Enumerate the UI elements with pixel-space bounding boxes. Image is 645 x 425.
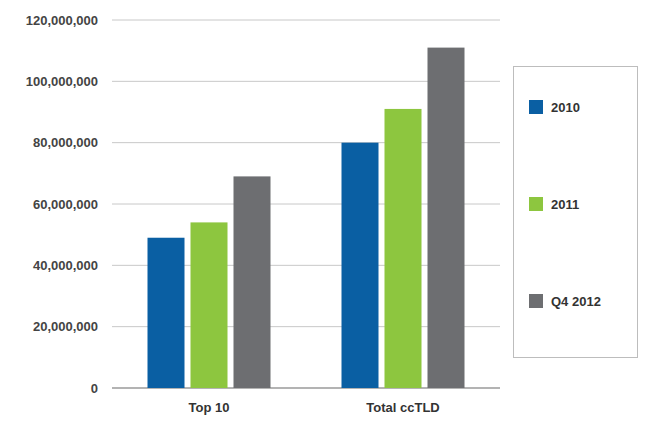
bars (148, 48, 465, 388)
legend-label: 2011 (551, 197, 579, 212)
category-label: Top 10 (189, 400, 230, 415)
legend-label: 2010 (551, 100, 580, 115)
bar (191, 222, 228, 388)
category-label: Total ccTLD (366, 400, 439, 415)
legend-swatch (529, 197, 543, 211)
tick-label: 120,000,000 (26, 13, 98, 28)
tick-label: 100,000,000 (26, 74, 98, 89)
tick-label: 80,000,000 (33, 135, 98, 150)
legend-box (514, 67, 638, 358)
tick-label: 0 (91, 381, 98, 396)
legend-label: Q4 2012 (551, 294, 601, 309)
bar (428, 48, 465, 388)
chart: 0 20,000,000 40,000,000 60,000,000 80,000,00… (0, 0, 645, 425)
bar (148, 238, 185, 388)
grid-line (112, 20, 500, 21)
bar (342, 143, 379, 388)
bar (385, 109, 422, 388)
tick-label: 20,000,000 (33, 319, 98, 334)
tick-label: 60,000,000 (33, 197, 98, 212)
tick-label: 40,000,000 (33, 258, 98, 273)
legend-swatch (529, 100, 543, 114)
bar (234, 176, 271, 388)
legend-swatch (529, 294, 543, 308)
